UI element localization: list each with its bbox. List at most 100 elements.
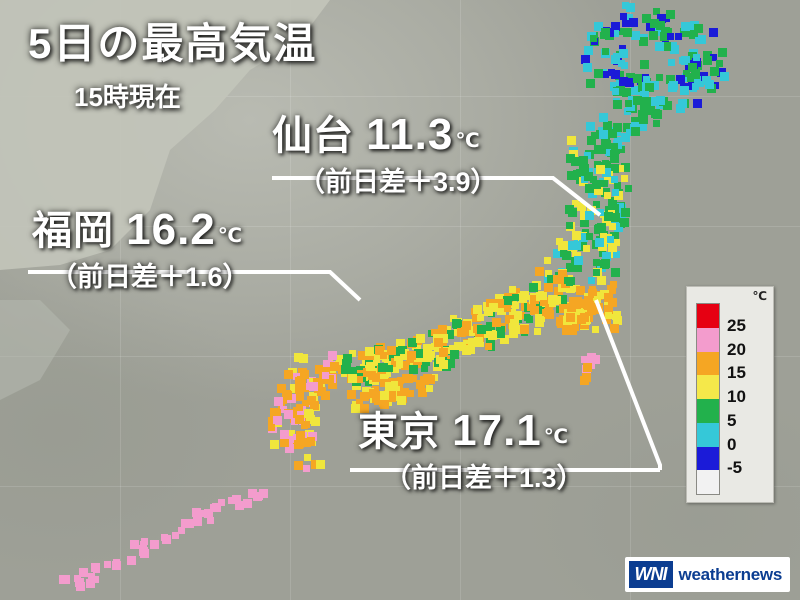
temperature-dot	[540, 297, 549, 306]
temperature-dot	[622, 2, 629, 9]
temperature-dot	[602, 168, 611, 177]
temperature-dot	[625, 185, 632, 192]
temperature-dot	[347, 390, 356, 399]
temperature-dot	[530, 295, 539, 304]
temperature-dot	[612, 30, 619, 37]
temperature-dot	[695, 37, 702, 44]
temperature-dot	[656, 96, 665, 105]
temperature-dot	[366, 362, 375, 371]
temperature-dot	[596, 165, 605, 174]
temperature-dot	[566, 284, 575, 293]
temperature-dot	[328, 351, 337, 360]
page-title: 5日の最高気温	[28, 20, 318, 67]
temperature-dot	[397, 377, 404, 384]
callout-tokyo-unit: ℃	[543, 426, 569, 448]
temperature-dot	[294, 461, 303, 470]
temperature-dot	[474, 337, 483, 346]
temperature-dot	[402, 374, 411, 383]
temperature-dot	[656, 21, 665, 30]
temperature-dot	[611, 55, 620, 64]
temperature-dot	[253, 492, 262, 501]
legend-swatch	[697, 446, 719, 471]
temperature-dot	[387, 346, 396, 355]
temperature-dot	[720, 72, 729, 81]
temperature-dot	[567, 171, 576, 180]
temperature-dot	[496, 329, 505, 338]
temperature-dot	[572, 231, 581, 240]
temperature-dot	[392, 366, 399, 373]
temperature-dot	[330, 362, 339, 371]
temperature-dot	[573, 297, 582, 306]
temperature-dot	[666, 10, 675, 19]
temperature-dot	[597, 209, 604, 216]
temperature-dot	[290, 409, 297, 416]
temperature-dot	[130, 540, 139, 549]
temperature-dot	[280, 438, 289, 447]
graticule-line	[460, 0, 461, 600]
temperature-dot	[564, 277, 571, 284]
temperature-dot	[495, 294, 504, 303]
temperature-dot	[613, 251, 620, 258]
temperature-dot	[389, 391, 396, 398]
temperature-dot	[410, 375, 417, 382]
temperature-dot	[625, 100, 632, 107]
temperature-dot	[293, 373, 300, 380]
temperature-dot	[391, 358, 400, 367]
temperature-dot	[232, 495, 241, 504]
temperature-dot	[556, 317, 565, 326]
temperature-dot	[468, 338, 475, 345]
temperature-dot	[675, 33, 682, 40]
temperature-dot	[591, 132, 598, 139]
temperature-dot	[243, 499, 252, 508]
temperature-dot	[280, 430, 289, 439]
temperature-dot	[693, 54, 700, 61]
temperature-dot	[426, 375, 435, 384]
temperature-dot	[604, 212, 613, 221]
temperature-dot	[473, 305, 482, 314]
temperature-dot	[398, 347, 405, 354]
temperature-dot	[575, 309, 584, 318]
temperature-dot	[610, 154, 619, 163]
callout-tokyo-city: 東京	[358, 410, 440, 454]
temperature-dot	[460, 327, 469, 336]
temperature-dot	[426, 385, 433, 392]
temperature-dot	[389, 352, 398, 361]
temperature-dot	[608, 249, 617, 258]
temperature-dot	[295, 392, 304, 401]
temperature-dot	[113, 559, 120, 566]
temperature-dot	[504, 305, 511, 312]
temperature-dot	[601, 259, 610, 268]
temperature-dot	[617, 28, 624, 35]
temperature-dot	[610, 204, 619, 213]
temperature-dot	[294, 353, 303, 362]
brand-logo: WNI weathernews	[624, 557, 790, 592]
temperature-dot	[595, 238, 604, 247]
temperature-dot	[594, 161, 601, 168]
temperature-dot	[692, 58, 701, 67]
temperature-dot	[380, 352, 387, 359]
temperature-dot	[193, 517, 202, 526]
temperature-dot	[409, 365, 418, 374]
temperature-dot	[602, 161, 611, 170]
temperature-dot	[524, 314, 531, 321]
temperature-dot	[605, 312, 612, 319]
temperature-dot	[394, 352, 403, 361]
page-subtitle: 15時現在	[74, 82, 181, 112]
legend-tick: 5	[727, 410, 737, 430]
legend-swatch	[697, 375, 719, 399]
temperature-dot	[680, 86, 689, 95]
temperature-dot	[665, 28, 672, 35]
temperature-dot	[688, 63, 697, 72]
temperature-dot	[273, 416, 282, 425]
temperature-dot	[642, 14, 651, 23]
temperature-dot	[586, 79, 595, 88]
temperature-dot	[356, 399, 363, 406]
temperature-dot	[384, 360, 393, 369]
temperature-dot	[373, 363, 380, 370]
temperature-dot	[505, 315, 514, 324]
temperature-dot	[299, 354, 308, 363]
temperature-dot	[619, 49, 628, 58]
temperature-dot	[212, 503, 221, 512]
temperature-dot	[567, 136, 576, 145]
temperature-dot	[607, 285, 616, 294]
